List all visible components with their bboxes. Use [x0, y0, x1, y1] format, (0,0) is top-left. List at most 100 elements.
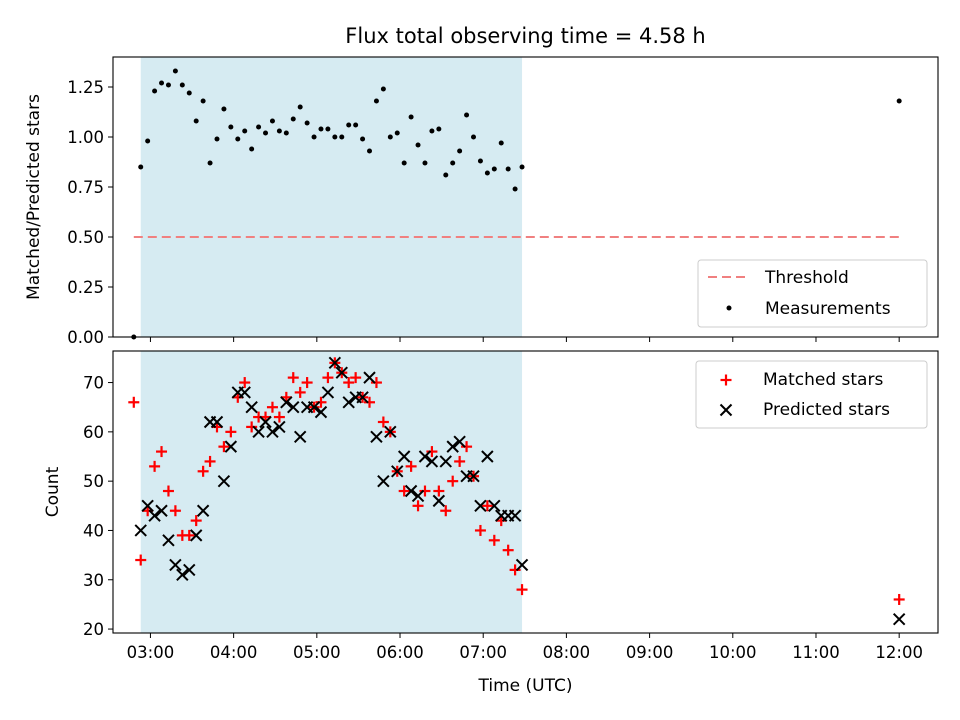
matched-star-point: [893, 593, 905, 605]
y-tick-label: 50: [83, 472, 104, 491]
matched-star-point: [204, 455, 216, 467]
predicted-star-point: [287, 400, 300, 414]
predicted-star-points: [134, 356, 906, 626]
measurement-point: [436, 126, 442, 132]
predicted-star-point: [397, 450, 411, 463]
predicted-star-point: [210, 415, 224, 429]
predicted-star-point: [481, 450, 494, 463]
predicted-star-point: [280, 396, 293, 409]
measurements-legend-swatch: [726, 305, 732, 311]
measurement-point: [339, 134, 345, 140]
matched-star-point: [398, 485, 410, 497]
matched-star-point: [461, 441, 473, 453]
matched-star-point: [419, 485, 431, 497]
matched-star-point: [440, 505, 452, 517]
predicted-star-point: [342, 396, 355, 409]
measurement-point: [200, 98, 206, 104]
top-y-axis-ticks: 0.00 0.25 0.50 0.75 1.00 1.25: [67, 78, 113, 347]
bottom-y-axis-ticks: 20 30 40 50 60 70: [83, 374, 113, 639]
measurement-point: [145, 138, 151, 144]
predicted-star-point: [189, 529, 203, 542]
measurement-point: [477, 158, 483, 164]
measurement-point: [172, 68, 178, 74]
measurement-point: [186, 90, 192, 96]
measurement-point: [429, 128, 435, 134]
y-tick-label: 1.25: [67, 78, 104, 97]
matched-star-point: [225, 426, 237, 438]
measurement-point: [360, 136, 366, 142]
matched-star-point: [364, 396, 376, 408]
y-tick-label: 60: [83, 423, 104, 442]
matched-star-point: [370, 377, 382, 389]
predicted-star-point: [252, 425, 265, 439]
x-tick-label: 08:00: [543, 643, 591, 662]
predicted-star-point: [196, 504, 210, 517]
matched-star-point: [502, 544, 514, 556]
measurement-point: [276, 128, 282, 134]
count-panel: 20 30 40 50 60 70 03:00 04:00 05:00 06:00 07:00 08…: [43, 350, 939, 696]
predicted-star-point: [328, 356, 342, 370]
matched-star-point: [135, 554, 147, 566]
measurement-point: [304, 120, 310, 126]
predicted-star-point: [169, 558, 182, 572]
measurement-point: [484, 170, 490, 176]
predicted-star-point: [404, 484, 418, 498]
predicted-star-point: [515, 558, 529, 572]
measurement-point: [311, 134, 317, 140]
matched-star-point: [350, 372, 362, 384]
measurement-point: [207, 160, 213, 166]
measurement-point: [318, 126, 324, 132]
predicted-star-point: [425, 455, 439, 468]
predicted-star-point: [892, 612, 906, 626]
measurement-point: [896, 98, 902, 104]
predicted-star-point: [335, 366, 348, 379]
predicted-star-point: [377, 474, 390, 488]
measurement-point: [401, 160, 407, 166]
predicted-star-point: [488, 499, 501, 513]
measurement-point: [214, 136, 220, 142]
matched-star-point: [315, 396, 327, 408]
matched-star-point: [190, 515, 202, 527]
predicted-star-point: [176, 568, 189, 582]
x-tick-label: 04:00: [210, 643, 258, 662]
matched-star-point: [287, 372, 299, 384]
matched-star-point: [273, 411, 285, 423]
matched-star-point: [294, 386, 306, 398]
measurement-point: [367, 148, 373, 154]
measurement-point: [380, 86, 386, 92]
observing-window-shade: [140, 351, 523, 633]
predicted-legend-label: Predicted stars: [763, 400, 890, 420]
matched-star-point: [128, 396, 140, 408]
measurement-point: [498, 140, 504, 146]
matched-star-point: [454, 455, 466, 467]
measurement-point: [165, 82, 171, 88]
predicted-star-point: [363, 371, 376, 384]
predicted-star-point: [266, 425, 279, 439]
matched-star-point: [197, 465, 209, 477]
top-y-axis-label: Matched/Predicted stars: [24, 94, 44, 300]
observing-window-shade: [140, 57, 523, 337]
plus-marker: [720, 374, 732, 386]
matched-star-point: [412, 500, 424, 512]
predicted-star-point: [134, 524, 147, 537]
predicted-star-point: [446, 440, 459, 453]
measurement-point: [269, 118, 275, 124]
measurement-point: [464, 112, 470, 118]
matched-star-point: [426, 446, 438, 458]
threshold-legend-label: Threshold: [764, 268, 849, 288]
matched-legend-label: Matched stars: [763, 370, 883, 390]
predicted-star-point: [238, 386, 251, 399]
measurement-point: [235, 136, 241, 142]
predicted-star-point: [439, 455, 452, 468]
top-x-axis-ticks: [149, 337, 900, 342]
chart-title: Flux total observing time = 4.58 h: [345, 24, 705, 48]
predicted-star-point: [384, 425, 397, 439]
x-axis-label: Time (UTC): [478, 676, 573, 696]
measurement-point: [193, 118, 199, 124]
predicted-star-point: [245, 400, 258, 414]
matched-star-point: [474, 524, 486, 536]
predicted-star-point: [224, 440, 238, 453]
measurement-point: [408, 114, 414, 120]
y-tick-label: 0.00: [67, 328, 104, 347]
measurement-point: [179, 82, 185, 88]
